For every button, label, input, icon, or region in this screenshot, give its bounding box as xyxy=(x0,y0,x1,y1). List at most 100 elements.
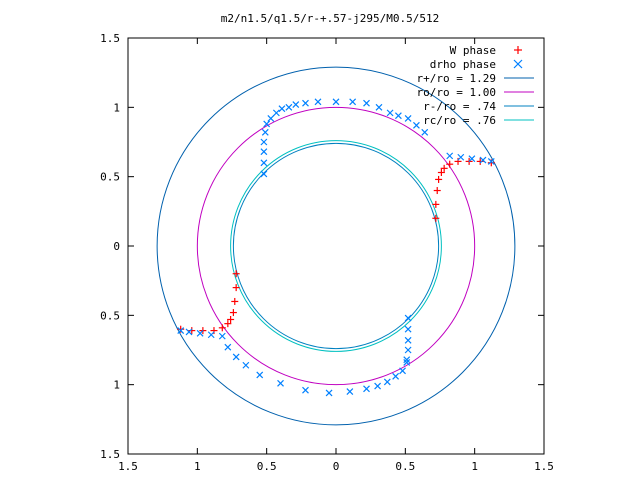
point-w-phase xyxy=(454,157,462,165)
point-w-phase xyxy=(227,315,235,323)
y-tick-label: 0.5 xyxy=(100,309,120,322)
reference-circles xyxy=(156,66,516,426)
point-drho-phase xyxy=(260,148,268,156)
point-drho-phase xyxy=(403,356,411,364)
x-tick-label: 1.5 xyxy=(534,460,554,473)
point-drho-phase xyxy=(278,105,286,113)
legend-item-w-phase: W phase xyxy=(450,44,522,57)
point-w-phase xyxy=(188,327,196,335)
y-tick-label: 1.5 xyxy=(100,32,120,45)
legend-item-r-ro-74: r-/ro = .74 xyxy=(423,100,534,113)
point-drho-phase xyxy=(392,372,400,380)
point-drho-phase xyxy=(302,99,309,107)
point-drho-phase xyxy=(261,128,269,136)
axis-ticks: 1.5 1 0.5 0 0.5 1 1.51.510.500.511.5 xyxy=(100,32,554,473)
point-drho-phase xyxy=(218,332,226,340)
point-drho-phase xyxy=(446,152,454,160)
point-drho-phase xyxy=(363,99,370,107)
data-points xyxy=(177,98,495,397)
point-drho-phase xyxy=(285,103,293,111)
point-drho-phase xyxy=(404,346,412,354)
point-drho-phase xyxy=(404,314,412,322)
point-drho-phase xyxy=(177,327,185,335)
point-drho-phase xyxy=(346,388,354,396)
point-drho-phase xyxy=(404,115,412,122)
point-w-phase xyxy=(433,187,441,195)
point-w-phase xyxy=(229,309,237,317)
point-drho-phase xyxy=(374,382,382,390)
circle-r-ro-1-29 xyxy=(156,66,516,426)
point-drho-phase xyxy=(242,361,250,369)
point-w-phase xyxy=(437,169,445,177)
legend-label: r-/ro = .74 xyxy=(423,100,496,113)
point-drho-phase xyxy=(394,112,402,120)
legend-item-r-ro-1-29: r+/ro = 1.29 xyxy=(417,72,534,85)
point-w-phase xyxy=(487,159,495,167)
circle-ro-ro-1-00 xyxy=(196,106,476,386)
point-drho-phase xyxy=(325,389,333,397)
point-drho-phase xyxy=(468,155,476,163)
point-w-phase xyxy=(432,200,440,208)
point-w-phase xyxy=(231,297,239,305)
x-tick-label: 0.5 xyxy=(257,460,277,473)
y-tick-label: 1 xyxy=(113,379,120,392)
x-tick-label: 0.5 xyxy=(395,460,415,473)
point-drho-phase xyxy=(349,98,357,106)
point-w-phase xyxy=(232,284,240,292)
point-drho-phase xyxy=(375,103,383,111)
point-drho-phase xyxy=(292,101,300,108)
point-w-phase xyxy=(218,324,226,332)
point-w-phase xyxy=(210,327,218,335)
point-w-phase xyxy=(177,325,185,333)
point-w-phase xyxy=(432,214,440,222)
point-drho-phase xyxy=(404,336,412,344)
chart-title: m2/n1.5/q1.5/r-+.57-j295/M0.5/512 xyxy=(221,12,440,25)
point-w-phase xyxy=(476,157,484,165)
y-tick-label: 0 xyxy=(113,240,120,253)
point-drho-phase xyxy=(457,153,465,161)
x-tick-label: 1 xyxy=(471,460,478,473)
legend-label: drho phase xyxy=(430,58,496,71)
legend-item-rc-ro-76: rc/ro = .76 xyxy=(423,114,534,127)
point-w-phase xyxy=(440,164,448,172)
point-drho-phase xyxy=(421,128,429,136)
point-drho-phase xyxy=(260,159,268,167)
point-drho-phase xyxy=(404,325,412,333)
y-tick-label: 1 xyxy=(113,101,120,114)
point-w-phase xyxy=(446,160,454,168)
legend-label: W phase xyxy=(450,44,496,57)
legend-item-ro-ro-1-00: ro/ro = 1.00 xyxy=(417,86,534,99)
y-tick-label: 0.5 xyxy=(100,171,120,184)
point-drho-phase xyxy=(232,353,240,361)
point-drho-phase xyxy=(386,109,394,117)
point-drho-phase xyxy=(383,378,391,386)
point-drho-phase xyxy=(302,386,309,394)
point-drho-phase xyxy=(332,98,340,106)
point-drho-phase xyxy=(185,328,193,336)
x-tick-label: 1 xyxy=(194,460,201,473)
point-drho-phase xyxy=(207,331,215,339)
point-drho-phase xyxy=(314,98,322,106)
y-tick-label: 1.5 xyxy=(100,448,120,461)
point-drho-phase xyxy=(487,157,495,165)
legend-label: rc/ro = .76 xyxy=(423,114,496,127)
circle-r-ro-74 xyxy=(232,142,440,350)
legend-swatch xyxy=(513,59,523,69)
point-drho-phase xyxy=(256,371,264,379)
point-drho-phase xyxy=(363,385,370,393)
legend-item-drho-phase: drho phase xyxy=(430,58,523,71)
point-drho-phase xyxy=(267,115,275,122)
point-drho-phase xyxy=(260,170,268,178)
point-drho-phase xyxy=(403,359,411,366)
point-drho-phase xyxy=(263,120,271,128)
point-drho-phase xyxy=(272,109,280,117)
point-drho-phase xyxy=(277,379,284,387)
point-w-phase xyxy=(232,270,240,278)
point-drho-phase xyxy=(224,343,232,351)
point-w-phase xyxy=(435,175,443,183)
point-drho-phase xyxy=(196,329,204,337)
point-w-phase xyxy=(224,320,232,328)
legend-label: r+/ro = 1.29 xyxy=(417,72,496,85)
